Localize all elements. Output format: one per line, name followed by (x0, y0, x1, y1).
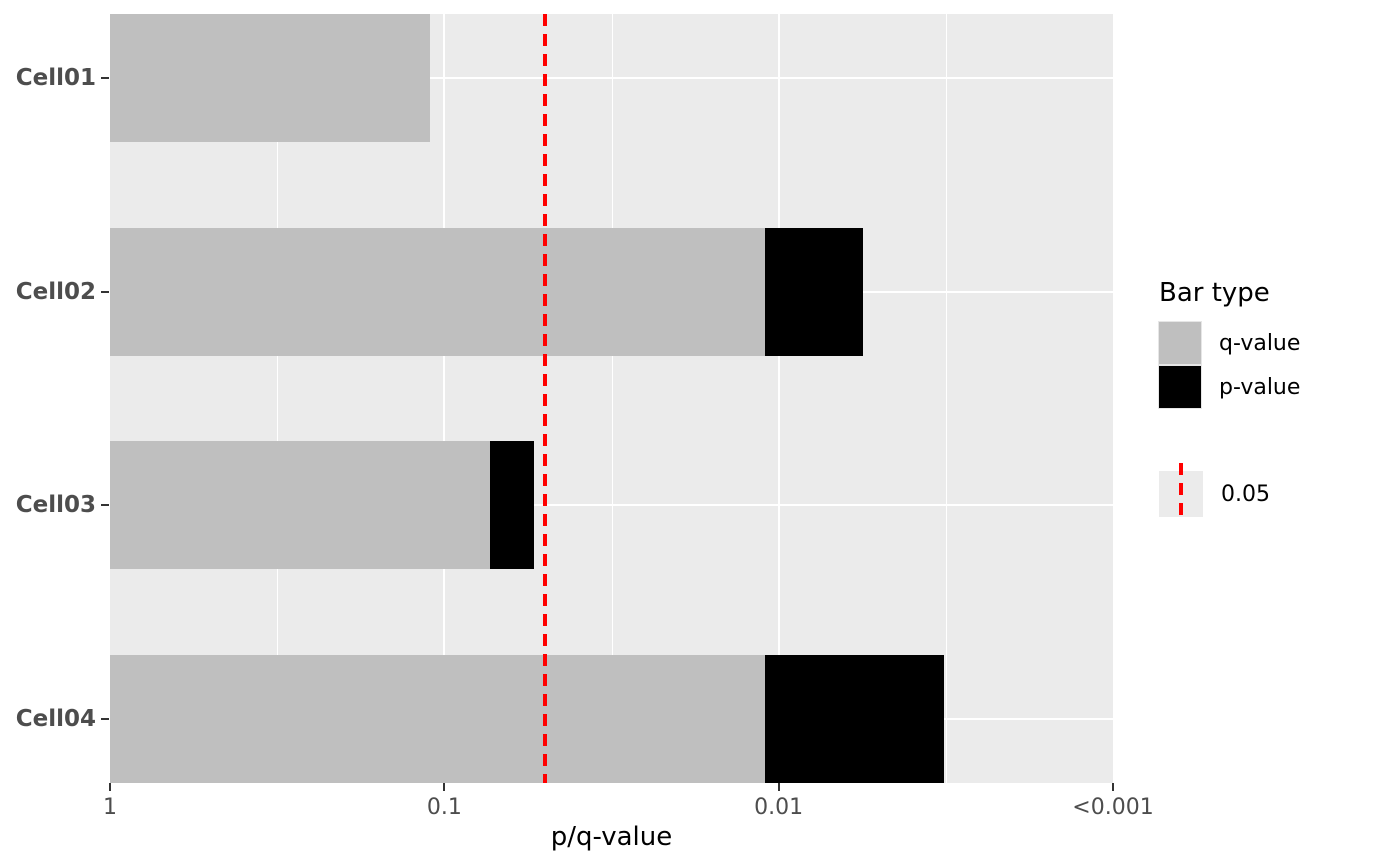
y-axis-tick (101, 77, 109, 79)
y-tick-label: Cell04 (15, 706, 96, 732)
x-tick-label: 0.01 (754, 795, 804, 820)
x-axis-tick (443, 783, 446, 791)
legend-label-threshold: 0.05 (1221, 481, 1270, 507)
y-axis-tick (101, 290, 109, 293)
y-axis-tick (101, 718, 109, 720)
y-axis-tick (101, 504, 109, 507)
y-tick-label: Cell03 (15, 492, 96, 519)
threshold-dashed-line-icon (1159, 463, 1203, 523)
gridline-major-vertical (443, 14, 446, 783)
legend-item-q-value: q-value (1158, 321, 1301, 365)
legend-label-p-value: p-value (1219, 374, 1301, 400)
gridline-major-horizontal (110, 77, 1113, 79)
threshold-keyline-icon (1179, 463, 1183, 523)
gridline-major-vertical (777, 14, 780, 783)
y-tick-label: Cell02 (15, 278, 96, 305)
gridline-major-horizontal (110, 504, 1113, 507)
q-value-bar (110, 227, 765, 356)
x-tick-label: 1 (103, 795, 117, 820)
p-value-swatch-icon (1158, 365, 1202, 409)
x-tick-label: 0.1 (426, 795, 462, 820)
x-axis-title: p/q-value (550, 822, 673, 852)
q-value-swatch-icon (1158, 321, 1202, 365)
gridline-minor-vertical (277, 14, 279, 783)
legend-label-q-value: q-value (1219, 330, 1301, 356)
legend-title: Bar type (1159, 278, 1270, 308)
legend-item-threshold: 0.05 (1159, 463, 1270, 523)
x-axis-tick (1112, 783, 1114, 791)
x-axis-tick (777, 783, 780, 791)
gridline-minor-vertical (945, 14, 947, 783)
x-axis-tick (109, 783, 111, 791)
legend-item-p-value: p-value (1158, 365, 1301, 409)
x-tick-label: <0.001 (1072, 795, 1154, 820)
plot-panel (110, 14, 1113, 783)
y-tick-label: Cell01 (15, 65, 96, 91)
threshold-line (542, 14, 547, 783)
q-value-bar (110, 14, 431, 142)
gridline-minor-vertical (611, 14, 613, 783)
q-value-bar (110, 441, 491, 570)
q-value-bar (110, 655, 765, 783)
